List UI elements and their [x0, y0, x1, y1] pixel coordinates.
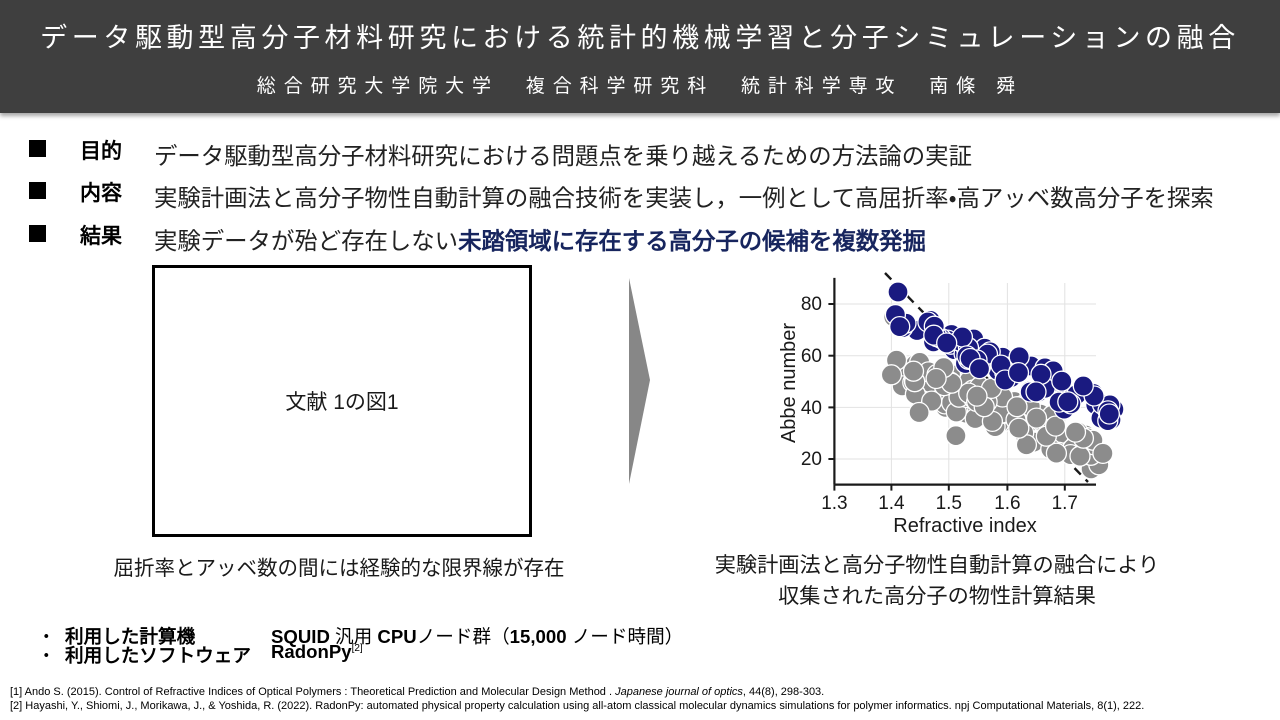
- svg-text:1.6: 1.6: [994, 493, 1020, 514]
- svg-text:60: 60: [801, 346, 822, 367]
- svg-text:40: 40: [801, 398, 822, 419]
- svg-text:Abbe number: Abbe number: [778, 323, 800, 443]
- svg-text:20: 20: [801, 449, 822, 470]
- svg-text:Refractive index: Refractive index: [893, 515, 1036, 537]
- svg-text:1.7: 1.7: [1052, 493, 1078, 514]
- svg-text:1.3: 1.3: [821, 493, 847, 514]
- svg-text:1.5: 1.5: [936, 493, 962, 514]
- svg-text:80: 80: [801, 294, 822, 315]
- svg-text:1.4: 1.4: [878, 493, 905, 514]
